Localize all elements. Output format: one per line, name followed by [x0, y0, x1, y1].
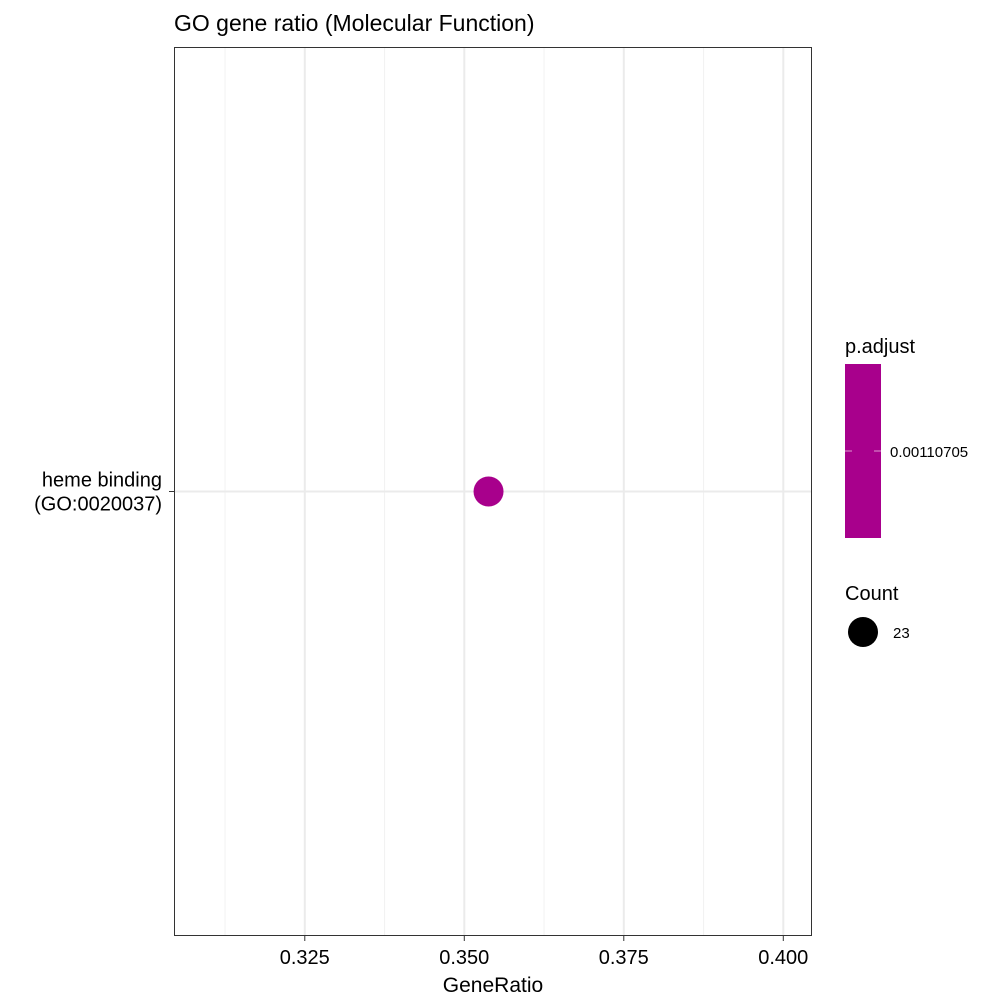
chart-title: GO gene ratio (Molecular Function) — [174, 10, 535, 36]
size-legend-label: 23 — [893, 625, 910, 642]
plot-border — [174, 47, 812, 936]
data-point — [473, 476, 504, 507]
x-axis-label: GeneRatio — [443, 974, 543, 997]
x-tick-label: 0.375 — [599, 947, 649, 969]
size-legend-title: Count — [845, 583, 899, 605]
color-legend-title: p.adjust — [845, 336, 915, 358]
x-axis-ticks: 0.325 0.350 0.375 0.400 — [280, 936, 808, 969]
y-tick-label: heme binding (GO:0020037) — [34, 470, 162, 516]
x-tick-label: 0.350 — [439, 947, 489, 969]
x-tick-label: 0.325 — [280, 947, 330, 969]
x-tick-label: 0.400 — [758, 947, 808, 969]
y-axis-ticks: heme binding (GO:0020037) — [34, 470, 174, 516]
size-legend: Count 23 — [845, 583, 910, 647]
color-legend: p.adjust 0.00110705 — [845, 336, 968, 538]
data-points — [473, 476, 504, 507]
color-legend-label: 0.00110705 — [890, 444, 968, 461]
size-legend-key — [848, 617, 878, 647]
